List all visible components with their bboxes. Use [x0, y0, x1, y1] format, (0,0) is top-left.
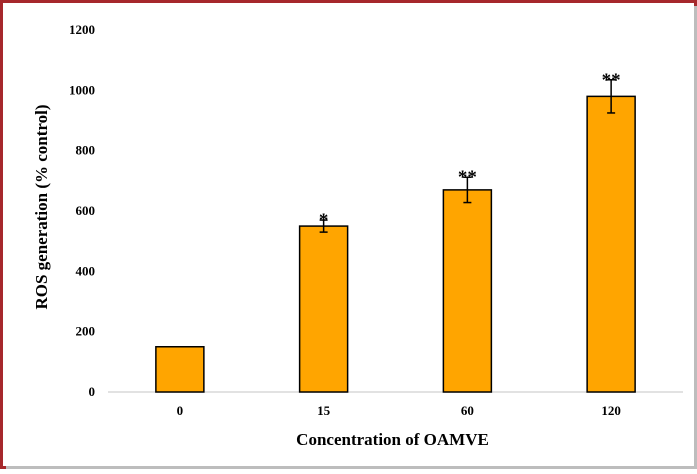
- y-tick-label: 200: [76, 324, 96, 339]
- bars-group: *****: [155, 70, 636, 393]
- y-tick-label: 400: [76, 263, 96, 278]
- y-tick-label: 800: [76, 143, 96, 158]
- x-axis-ticks: 0 15 60 120: [177, 403, 621, 418]
- bar-60: [442, 189, 493, 393]
- frame-shadow-bottom: [6, 466, 697, 469]
- bar-120: [586, 95, 636, 393]
- y-axis-ticks: 0 200 400 600 800 1000 1200: [69, 22, 95, 399]
- significance-mark-15: *: [319, 210, 329, 231]
- significance-mark-120: **: [602, 70, 621, 91]
- significance-mark-60: **: [458, 167, 477, 188]
- y-axis-title: ROS generation (% control): [32, 104, 51, 309]
- frame-shadow-right: [694, 6, 697, 469]
- y-tick-label: 1000: [69, 82, 95, 97]
- x-tick-label-0: 0: [177, 403, 184, 418]
- y-tick-label: 1200: [69, 22, 95, 37]
- bar-15: [298, 225, 349, 393]
- x-tick-label-15: 15: [317, 403, 331, 418]
- y-tick-label: 0: [89, 384, 96, 399]
- y-tick-label: 600: [76, 203, 96, 218]
- x-tick-label-60: 60: [461, 403, 474, 418]
- bar-0: [155, 346, 205, 393]
- x-axis-title: Concentration of OAMVE: [296, 430, 489, 449]
- x-tick-label-120: 120: [601, 403, 621, 418]
